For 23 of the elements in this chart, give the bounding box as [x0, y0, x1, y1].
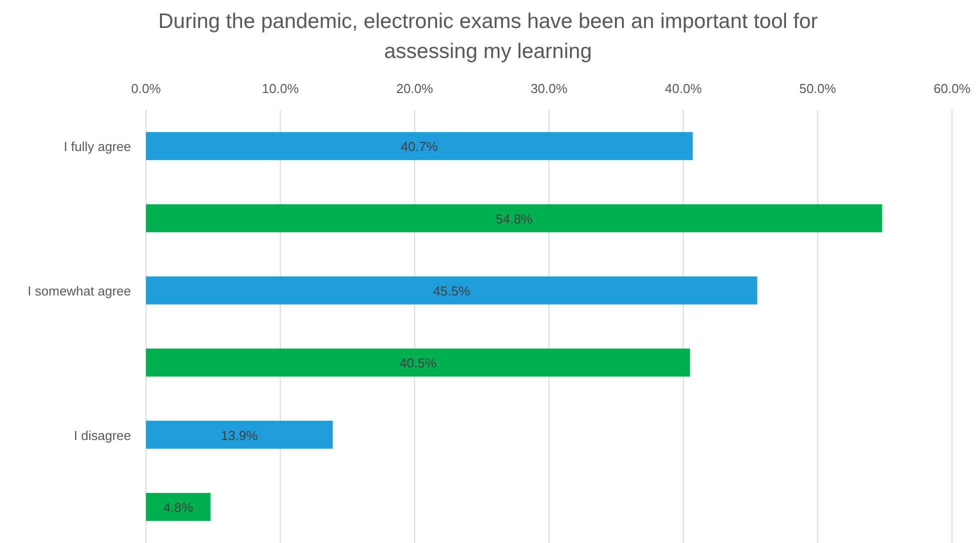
- bar: [146, 276, 758, 304]
- y-tick-label: I somewhat agree: [28, 283, 131, 298]
- x-tick-label: 60.0%: [934, 81, 971, 96]
- data-label: 4.8%: [163, 500, 194, 515]
- data-label: 45.5%: [433, 283, 470, 298]
- chart-title: During the pandemic, electronic exams have been an important tool for assessing my learning: [158, 10, 818, 63]
- x-tick-label: 20.0%: [396, 81, 434, 96]
- x-tick-label: 0.0%: [131, 81, 162, 96]
- data-label: 54.8%: [496, 211, 533, 226]
- bar: [146, 348, 690, 377]
- data-label: 40.7%: [400, 139, 438, 154]
- x-tick-label: 50.0%: [799, 81, 837, 96]
- y-tick-label: I fully agree: [64, 139, 131, 154]
- y-tick-label: I disagree: [74, 428, 131, 443]
- data-label: 40.5%: [400, 356, 437, 371]
- bar: [146, 420, 333, 449]
- x-tick-label: 30.0%: [530, 81, 568, 96]
- x-tick-label: 40.0%: [664, 81, 702, 96]
- bar: [146, 132, 693, 160]
- bar: [146, 204, 882, 232]
- x-tick-label: 10.0%: [262, 81, 300, 96]
- data-label: 13.9%: [220, 428, 258, 443]
- bar: [146, 492, 210, 521]
